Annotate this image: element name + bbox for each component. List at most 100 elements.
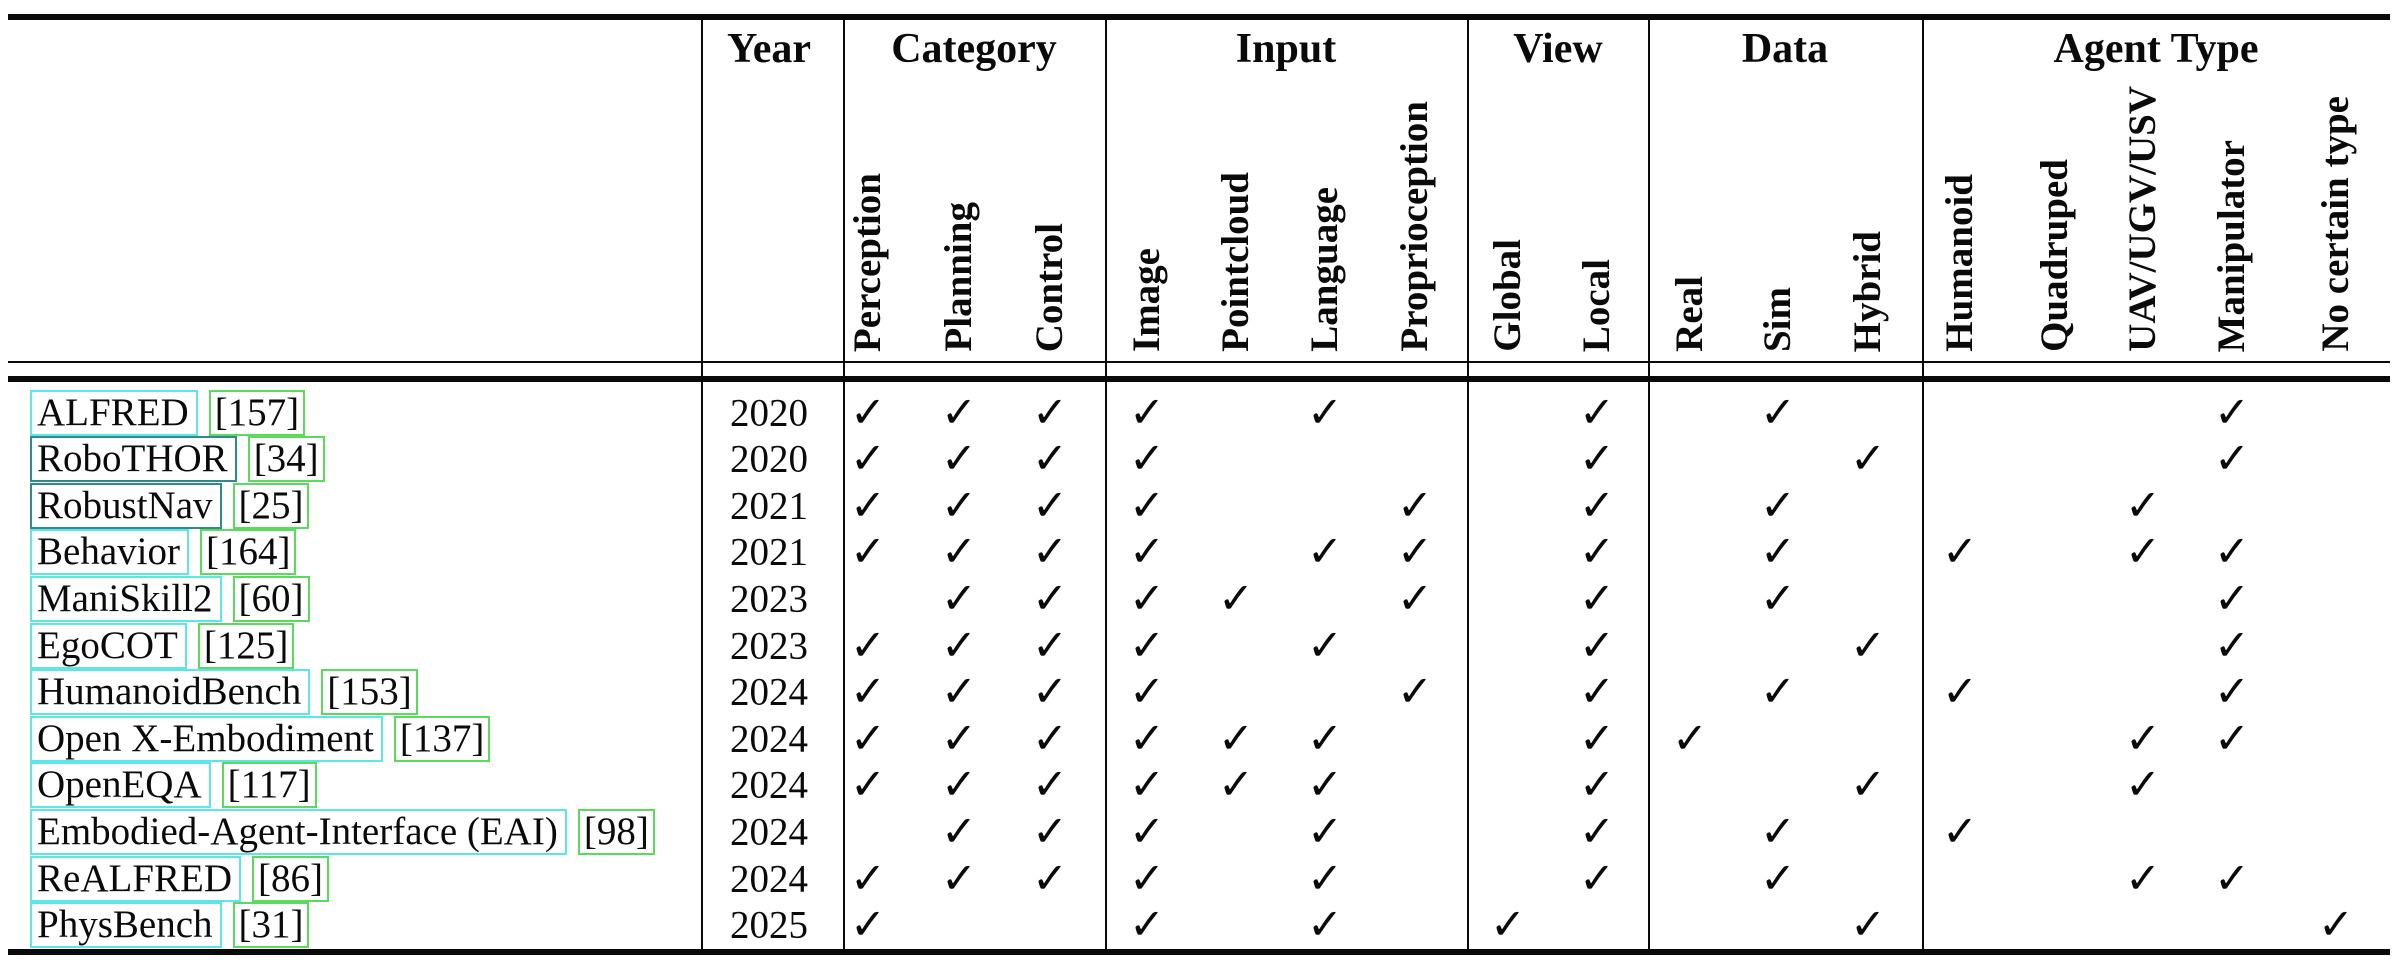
benchmark-name-link[interactable]: Embodied-Agent-Interface (EAI)	[30, 808, 567, 855]
year-value: 2024	[730, 857, 808, 900]
check-image-icon: ✓	[1128, 760, 1166, 811]
check-local-icon: ✓	[1578, 713, 1616, 764]
check-language-icon: ✓	[1306, 387, 1344, 438]
citation-link[interactable]: [164]	[199, 529, 297, 576]
citation-link[interactable]: [98]	[577, 808, 655, 855]
check-manipulator-icon: ✓	[2213, 527, 2251, 578]
check-control-icon: ✓	[1031, 853, 1069, 904]
check-proprioception-icon: ✓	[1396, 480, 1434, 531]
check-humanoid-icon: ✓	[1941, 667, 1979, 718]
benchmark-name-link[interactable]: PhysBench	[30, 902, 222, 949]
check-global-icon: ✓	[1489, 900, 1527, 951]
check-image-icon: ✓	[1128, 713, 1166, 764]
benchmark-name-link[interactable]: EgoCOT	[30, 622, 187, 669]
benchmark-name-link[interactable]: RoboTHOR	[30, 436, 237, 483]
check-planning-icon: ✓	[940, 480, 978, 531]
column-separator	[843, 20, 845, 949]
citation-link[interactable]: [117]	[221, 762, 317, 809]
check-sim-icon: ✓	[1759, 667, 1797, 718]
group-header-category: Category	[891, 26, 1057, 72]
check-control-icon: ✓	[1031, 573, 1069, 624]
group-header-view: View	[1513, 26, 1603, 72]
column-header-hybrid: Hybrid	[1846, 230, 1889, 352]
check-control-icon: ✓	[1031, 667, 1069, 718]
check-local-icon: ✓	[1578, 434, 1616, 485]
check-sim-icon: ✓	[1759, 480, 1797, 531]
check-planning-icon: ✓	[940, 806, 978, 857]
benchmark-name-link[interactable]: Open X-Embodiment	[30, 715, 383, 762]
benchmark-name-cell: Open X-Embodiment [137]	[30, 715, 491, 762]
check-perception-icon: ✓	[849, 434, 887, 485]
year-value: 2020	[730, 437, 808, 481]
check-manipulator-icon: ✓	[2213, 573, 2251, 624]
check-planning-icon: ✓	[940, 760, 978, 811]
column-header-manipulator: Manipulator	[2210, 139, 2253, 352]
check-language-icon: ✓	[1306, 853, 1344, 904]
check-uav_ugv_usv-icon: ✓	[2124, 480, 2162, 531]
check-perception-icon: ✓	[849, 527, 887, 578]
check-sim-icon: ✓	[1759, 853, 1797, 904]
check-sim-icon: ✓	[1759, 527, 1797, 578]
check-pointcloud-icon: ✓	[1217, 760, 1255, 811]
table-bottom-rule	[8, 949, 2390, 955]
check-local-icon: ✓	[1578, 667, 1616, 718]
citation-link[interactable]: [157]	[208, 389, 306, 436]
check-proprioception-icon: ✓	[1396, 573, 1434, 624]
check-uav_ugv_usv-icon: ✓	[2124, 760, 2162, 811]
benchmark-name-cell: PhysBench [31]	[30, 902, 310, 949]
check-planning-icon: ✓	[940, 853, 978, 904]
benchmark-name-cell: ManiSkill2 [60]	[30, 575, 310, 622]
citation-link[interactable]: [25]	[232, 482, 310, 529]
benchmark-name-cell: Behavior [164]	[30, 529, 297, 576]
check-manipulator-icon: ✓	[2213, 434, 2251, 485]
benchmark-name-link[interactable]: Behavior	[30, 529, 189, 576]
column-header-humanoid: Humanoid	[1938, 174, 1981, 352]
check-perception-icon: ✓	[849, 387, 887, 438]
column-separator	[1648, 20, 1650, 949]
check-image-icon: ✓	[1128, 667, 1166, 718]
group-header-year: Year	[727, 26, 811, 72]
column-header-quadruped: Quadruped	[2033, 159, 2076, 352]
citation-link[interactable]: [34]	[247, 436, 325, 483]
check-local-icon: ✓	[1578, 620, 1616, 671]
check-humanoid-icon: ✓	[1941, 806, 1979, 857]
column-header-language: Language	[1303, 187, 1346, 352]
citation-link[interactable]: [60]	[232, 575, 310, 622]
check-uav_ugv_usv-icon: ✓	[2124, 713, 2162, 764]
column-separator	[701, 20, 703, 949]
check-planning-icon: ✓	[940, 434, 978, 485]
benchmark-name-link[interactable]: RobustNav	[30, 482, 222, 529]
check-real-icon: ✓	[1671, 713, 1709, 764]
check-hybrid-icon: ✓	[1849, 760, 1887, 811]
check-local-icon: ✓	[1578, 760, 1616, 811]
check-hybrid-icon: ✓	[1849, 900, 1887, 951]
check-language-icon: ✓	[1306, 806, 1344, 857]
year-value: 2024	[730, 717, 808, 761]
check-planning-icon: ✓	[940, 620, 978, 671]
citation-link[interactable]: [153]	[321, 669, 418, 716]
header-bottom-rule-thick	[8, 376, 2390, 382]
check-control-icon: ✓	[1031, 387, 1069, 438]
column-separator	[1467, 20, 1469, 949]
citation-link[interactable]: [137]	[393, 715, 491, 762]
check-control-icon: ✓	[1031, 527, 1069, 578]
check-planning-icon: ✓	[940, 667, 978, 718]
benchmark-name-link[interactable]: ReALFRED	[30, 855, 241, 902]
check-language-icon: ✓	[1306, 760, 1344, 811]
benchmark-name-link[interactable]: ManiSkill2	[30, 575, 222, 622]
column-header-real: Real	[1668, 276, 1711, 352]
check-manipulator-icon: ✓	[2213, 713, 2251, 764]
benchmark-name-link[interactable]: ALFRED	[30, 389, 198, 436]
citation-link[interactable]: [31]	[232, 902, 310, 949]
benchmark-name-link[interactable]: HumanoidBench	[30, 669, 311, 716]
year-value: 2021	[730, 530, 808, 574]
check-image-icon: ✓	[1128, 853, 1166, 904]
citation-link[interactable]: [86]	[252, 855, 329, 902]
check-image-icon: ✓	[1128, 387, 1166, 438]
citation-link[interactable]: [125]	[197, 622, 295, 669]
benchmark-name-cell: OpenEQA [117]	[30, 762, 317, 809]
benchmark-name-link[interactable]: OpenEQA	[30, 762, 211, 809]
check-no_certain_type-icon: ✓	[2317, 900, 2355, 951]
check-proprioception-icon: ✓	[1396, 667, 1434, 718]
